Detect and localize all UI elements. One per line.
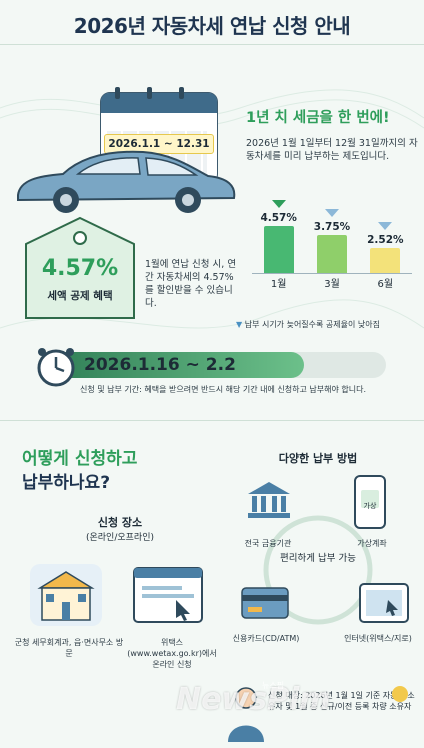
down-arrow-icon: ▼: [236, 320, 243, 329]
calendar-period: 2026.1.1 ~ 12.31: [104, 134, 214, 154]
how-title-line2: 납부하나요?: [22, 473, 111, 493]
payment-center-text: 편리하게 납부 가능: [280, 553, 356, 564]
chart-bar-3: [370, 247, 401, 274]
sun-icon: [392, 686, 408, 702]
payment-cycle-circle: [263, 515, 373, 625]
person-icon: [228, 687, 264, 742]
virtual-account-label: 가상계좌: [357, 539, 387, 548]
chart-category-label-1: 1월: [270, 279, 287, 290]
online-place: 위택스(www.wetax.go.kr)에서 온라인 신청: [127, 638, 217, 669]
section-divider: [0, 420, 424, 421]
phone-label: 가상: [363, 502, 377, 510]
chart-bar-2: [317, 235, 347, 274]
period-note: 신청 및 납부 기간: 혜택을 받으려면 반드시 해당 기간 내에 신청하고 납…: [80, 385, 366, 394]
clock-icon: [37, 348, 75, 387]
discount-chart: 4.57% 1월 3.75% 3월 2.52% 6월: [252, 192, 412, 290]
target-text: 신청 대상: 2026년 1월 1일 기준 자동차 소유자 및 1월 중 신규/…: [268, 691, 415, 711]
chart-bar-1: [263, 226, 294, 274]
office-building-icon: [30, 564, 102, 626]
tag-icon: [25, 216, 135, 319]
car-icon: [17, 150, 236, 213]
chart-note-text: 납부 시기가 늦어질수록 공제율이 낮아짐: [244, 320, 380, 329]
title-divider: [0, 44, 424, 45]
chart-baseline: [252, 273, 412, 274]
intro-text: 2026년 1월 1일부터 12월 31일까지의 자동차세를 미리 납부하는 제…: [246, 138, 418, 162]
discount-description: 1월에 연납 신청 시, 연간 자동차세의 4.57%를 할인받을 수 있습니다…: [145, 259, 237, 309]
chart-category-label-3: 6월: [377, 279, 394, 290]
discount-label: 세액 공제 혜택: [47, 290, 113, 302]
place-subtitle: (온라인/오프라인): [85, 533, 154, 543]
place-title: 신청 장소: [97, 516, 143, 529]
how-title-line1: 어떻게 신청하고: [22, 449, 138, 469]
page-title: 2026년 자동차세 연납 신청 안내: [73, 14, 351, 38]
chart-down-arrow-icon-2: [325, 209, 339, 217]
credit-card-label: 신용카드(CD/ATM): [232, 634, 300, 643]
bank-icon: [248, 482, 290, 518]
chart-value-label-1: 4.57%: [260, 212, 297, 225]
headline: 1년 치 세금을 한 번에!: [246, 110, 390, 126]
bank-label: 전국 금융기관: [244, 539, 292, 548]
browser-window-icon: [133, 567, 203, 623]
payment-title: 다양한 납부 방법: [278, 452, 358, 465]
mobile-phone-icon: [354, 475, 386, 529]
chart-down-arrow-icon-1: [271, 200, 286, 209]
watermark-logo: NewsPim: [176, 682, 331, 717]
chart-value-label-3: 2.52%: [367, 233, 404, 246]
period-dates: 2026.1.16 ~ 2.2: [84, 355, 236, 375]
chart-category-label-2: 3월: [324, 279, 340, 290]
credit-card-icon: [241, 587, 289, 619]
offline-place: 군청 세무회계과, 읍·면사무소 방문: [14, 638, 124, 658]
internet-label: 인터넷(위택스/지로): [344, 634, 412, 643]
chart-value-label-2: 3.75%: [313, 221, 351, 233]
chart-note: ▼ 납부 시기가 늦어질수록 공제율이 낮아짐: [236, 319, 420, 330]
watermark-sub: 뉴스핌: [262, 681, 285, 690]
period-progress: [40, 352, 304, 378]
discount-rate: 4.57%: [41, 256, 119, 281]
tablet-icon: [359, 583, 409, 623]
chart-down-arrow-icon-3: [378, 221, 393, 230]
